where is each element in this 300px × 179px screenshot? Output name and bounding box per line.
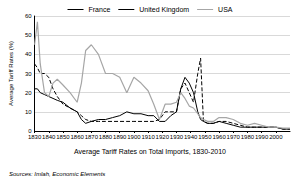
svg-text:50: 50: [25, 32, 32, 38]
svg-text:40: 40: [25, 51, 32, 57]
svg-text:1960: 1960: [212, 134, 226, 140]
svg-text:1880: 1880: [99, 134, 113, 140]
svg-text:1840: 1840: [42, 134, 56, 140]
svg-text:1830: 1830: [28, 134, 42, 140]
svg-text:10: 10: [25, 109, 32, 115]
svg-text:1970: 1970: [227, 134, 241, 140]
svg-text:1980: 1980: [241, 134, 255, 140]
svg-text:1890: 1890: [113, 134, 127, 140]
svg-text:Average Tariff Rates (%): Average Tariff Rates (%): [8, 41, 14, 106]
svg-text:United Kingdom: United Kingdom: [139, 6, 189, 14]
svg-text:1870: 1870: [85, 134, 99, 140]
svg-text:Sources: Imlah, Economic Eleme: Sources: Imlah, Economic Elements: [9, 171, 105, 177]
svg-text:60: 60: [25, 13, 32, 19]
svg-text:Average Tariff Rates on Total: Average Tariff Rates on Total Imports, 1…: [74, 148, 226, 156]
svg-text:France: France: [89, 6, 111, 13]
svg-text:1990: 1990: [255, 134, 269, 140]
svg-text:1930: 1930: [170, 134, 184, 140]
svg-text:20: 20: [25, 90, 32, 96]
svg-text:1940: 1940: [184, 134, 198, 140]
svg-text:1900: 1900: [127, 134, 141, 140]
svg-text:30: 30: [25, 71, 32, 77]
svg-text:0: 0: [28, 128, 32, 134]
svg-text:1910: 1910: [141, 134, 155, 140]
svg-text:1920: 1920: [156, 134, 170, 140]
svg-text:1860: 1860: [70, 134, 84, 140]
svg-text:USA: USA: [218, 6, 233, 13]
svg-text:1950: 1950: [198, 134, 212, 140]
svg-text:2000: 2000: [269, 134, 283, 140]
svg-text:1850: 1850: [56, 134, 70, 140]
